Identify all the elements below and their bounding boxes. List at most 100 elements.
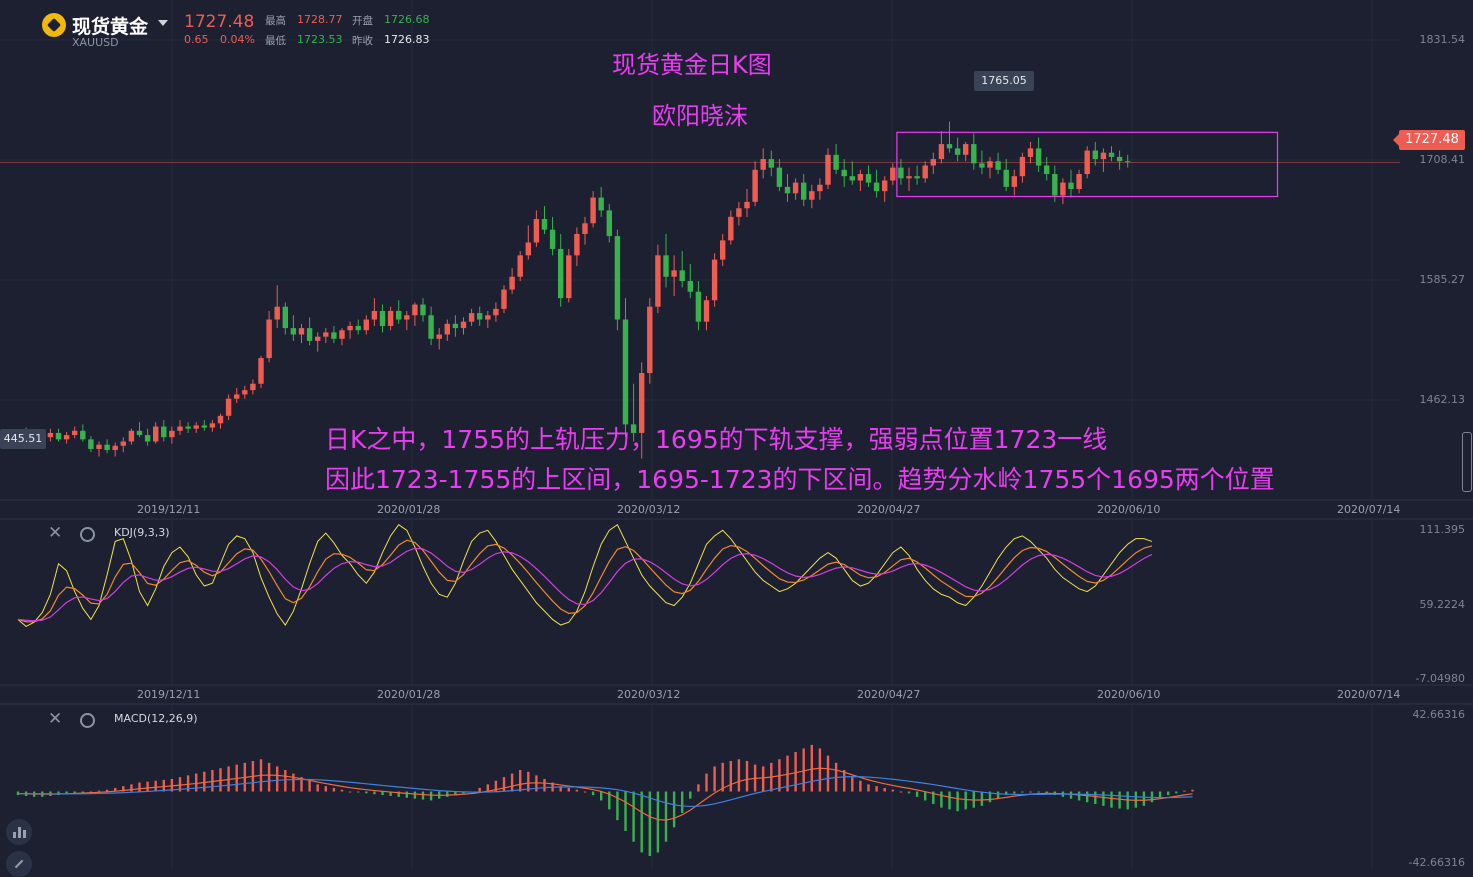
macd-histogram-bar xyxy=(73,791,76,794)
macd-histogram-bar xyxy=(494,780,498,792)
macd-histogram-bar xyxy=(600,791,603,801)
low-marker-tag: 445.51 xyxy=(0,429,46,449)
macd-histogram-bar xyxy=(1005,791,1008,796)
macd-histogram-bar xyxy=(1086,791,1089,803)
candle-body xyxy=(104,444,110,451)
macd-histogram-bar xyxy=(146,781,149,792)
macd-histogram-bar xyxy=(138,782,141,792)
drawing-tool-icon[interactable] xyxy=(6,851,32,877)
candle-body xyxy=(541,218,548,230)
macd-histogram-bar xyxy=(105,789,109,792)
candle-body xyxy=(671,270,677,277)
macd-y-tick: 42.66316 xyxy=(1412,708,1466,721)
candle-body xyxy=(971,144,977,164)
macd-histogram-bar xyxy=(413,791,417,799)
candle-body xyxy=(833,154,839,170)
x-tick: 2020/07/14 xyxy=(1337,503,1401,516)
candle-body xyxy=(1027,148,1034,157)
candle-body xyxy=(193,425,199,429)
candle-body xyxy=(809,191,815,200)
macd-histogram-bar xyxy=(81,791,84,793)
candle-body xyxy=(979,163,985,168)
candle-body xyxy=(711,259,718,301)
macd-histogram-bar xyxy=(915,791,919,797)
macd-histogram-bar xyxy=(178,777,182,792)
candle-body xyxy=(161,426,167,438)
macd-histogram-bar xyxy=(713,766,716,792)
macd-histogram-bar xyxy=(681,791,684,814)
candle-body xyxy=(679,270,685,282)
macd-histogram-bar xyxy=(559,786,562,792)
high-label: 最高 xyxy=(265,15,286,27)
candle-body xyxy=(217,415,224,424)
macd-histogram-bar xyxy=(1094,791,1097,805)
candle-body xyxy=(274,306,280,320)
candle-body xyxy=(485,315,491,320)
candle-body xyxy=(549,229,556,249)
candle-body xyxy=(703,300,710,322)
candle-body xyxy=(501,289,507,309)
candle-body xyxy=(606,210,612,237)
candle-body xyxy=(452,323,459,329)
current-price-tag: 1727.48 xyxy=(1393,130,1465,150)
candle-body xyxy=(298,328,305,335)
macd-histogram-bar xyxy=(389,791,392,796)
macd-histogram-bar xyxy=(656,791,660,853)
macd-histogram-bar xyxy=(154,780,157,792)
gear-icon[interactable] xyxy=(80,527,95,542)
kdj-x-tick: 2020/01/28 xyxy=(377,688,441,701)
macd-histogram-bar xyxy=(486,784,489,792)
zoom-handle[interactable] xyxy=(1462,432,1472,492)
candle-body xyxy=(47,432,54,438)
macd-histogram-bar xyxy=(381,791,384,796)
macd-histogram-bar xyxy=(591,791,595,796)
candle-body xyxy=(371,310,378,320)
candle-body xyxy=(768,159,774,168)
macd-histogram-bar xyxy=(875,786,878,792)
macd-histogram-bar xyxy=(1110,791,1113,808)
macd-histogram-bar xyxy=(1021,791,1024,793)
candle-body xyxy=(153,426,159,442)
chevron-down-icon[interactable] xyxy=(158,20,168,26)
macd-histogram-bar xyxy=(672,791,676,828)
bar-chart-icon[interactable] xyxy=(6,819,32,845)
candle-body xyxy=(533,218,540,243)
candle-body xyxy=(96,444,102,449)
candle-body xyxy=(436,334,442,339)
close-icon[interactable]: ✕ xyxy=(48,523,63,543)
macd-histogram-bar xyxy=(762,766,765,792)
candle-body xyxy=(80,430,86,440)
candle-body xyxy=(687,281,693,292)
macd-histogram-bar xyxy=(956,791,959,812)
macd-histogram-bar xyxy=(567,787,570,792)
symbol-name[interactable]: 现货黄金 xyxy=(72,16,149,38)
candle-body xyxy=(63,435,70,440)
candle-body xyxy=(120,441,126,446)
macd-histogram-bar xyxy=(292,773,295,792)
candle-body xyxy=(72,430,78,436)
candle-body xyxy=(582,223,588,234)
candle-body xyxy=(752,169,758,202)
chart-annotation-note-1: 日K之中，1755的上轨压力，1695的下轨支撑，强弱点位置1723一线 xyxy=(325,425,1108,454)
candle-body xyxy=(396,310,402,320)
kdj-x-tick: 2020/03/12 xyxy=(617,688,681,701)
gear-icon[interactable] xyxy=(80,713,95,728)
candle-body xyxy=(477,313,483,320)
candle-body xyxy=(558,248,564,299)
macd-histogram-bar xyxy=(948,791,951,810)
candle-body xyxy=(169,430,175,438)
candle-body xyxy=(873,182,880,192)
candle-body xyxy=(849,176,855,181)
macd-histogram-bar xyxy=(1191,789,1194,792)
candle-body xyxy=(1100,152,1107,160)
kdj-x-tick: 2020/04/27 xyxy=(857,688,921,701)
macd-histogram-bar xyxy=(1077,791,1081,801)
macd-histogram-bar xyxy=(1118,791,1121,809)
candle-body xyxy=(460,321,467,329)
macd-histogram-bar xyxy=(745,761,749,792)
macd-histogram-bar xyxy=(689,791,692,799)
macd-dea-line xyxy=(17,776,1193,808)
close-icon[interactable]: ✕ xyxy=(48,709,63,729)
kdj-x-tick: 2020/07/14 xyxy=(1337,688,1401,701)
